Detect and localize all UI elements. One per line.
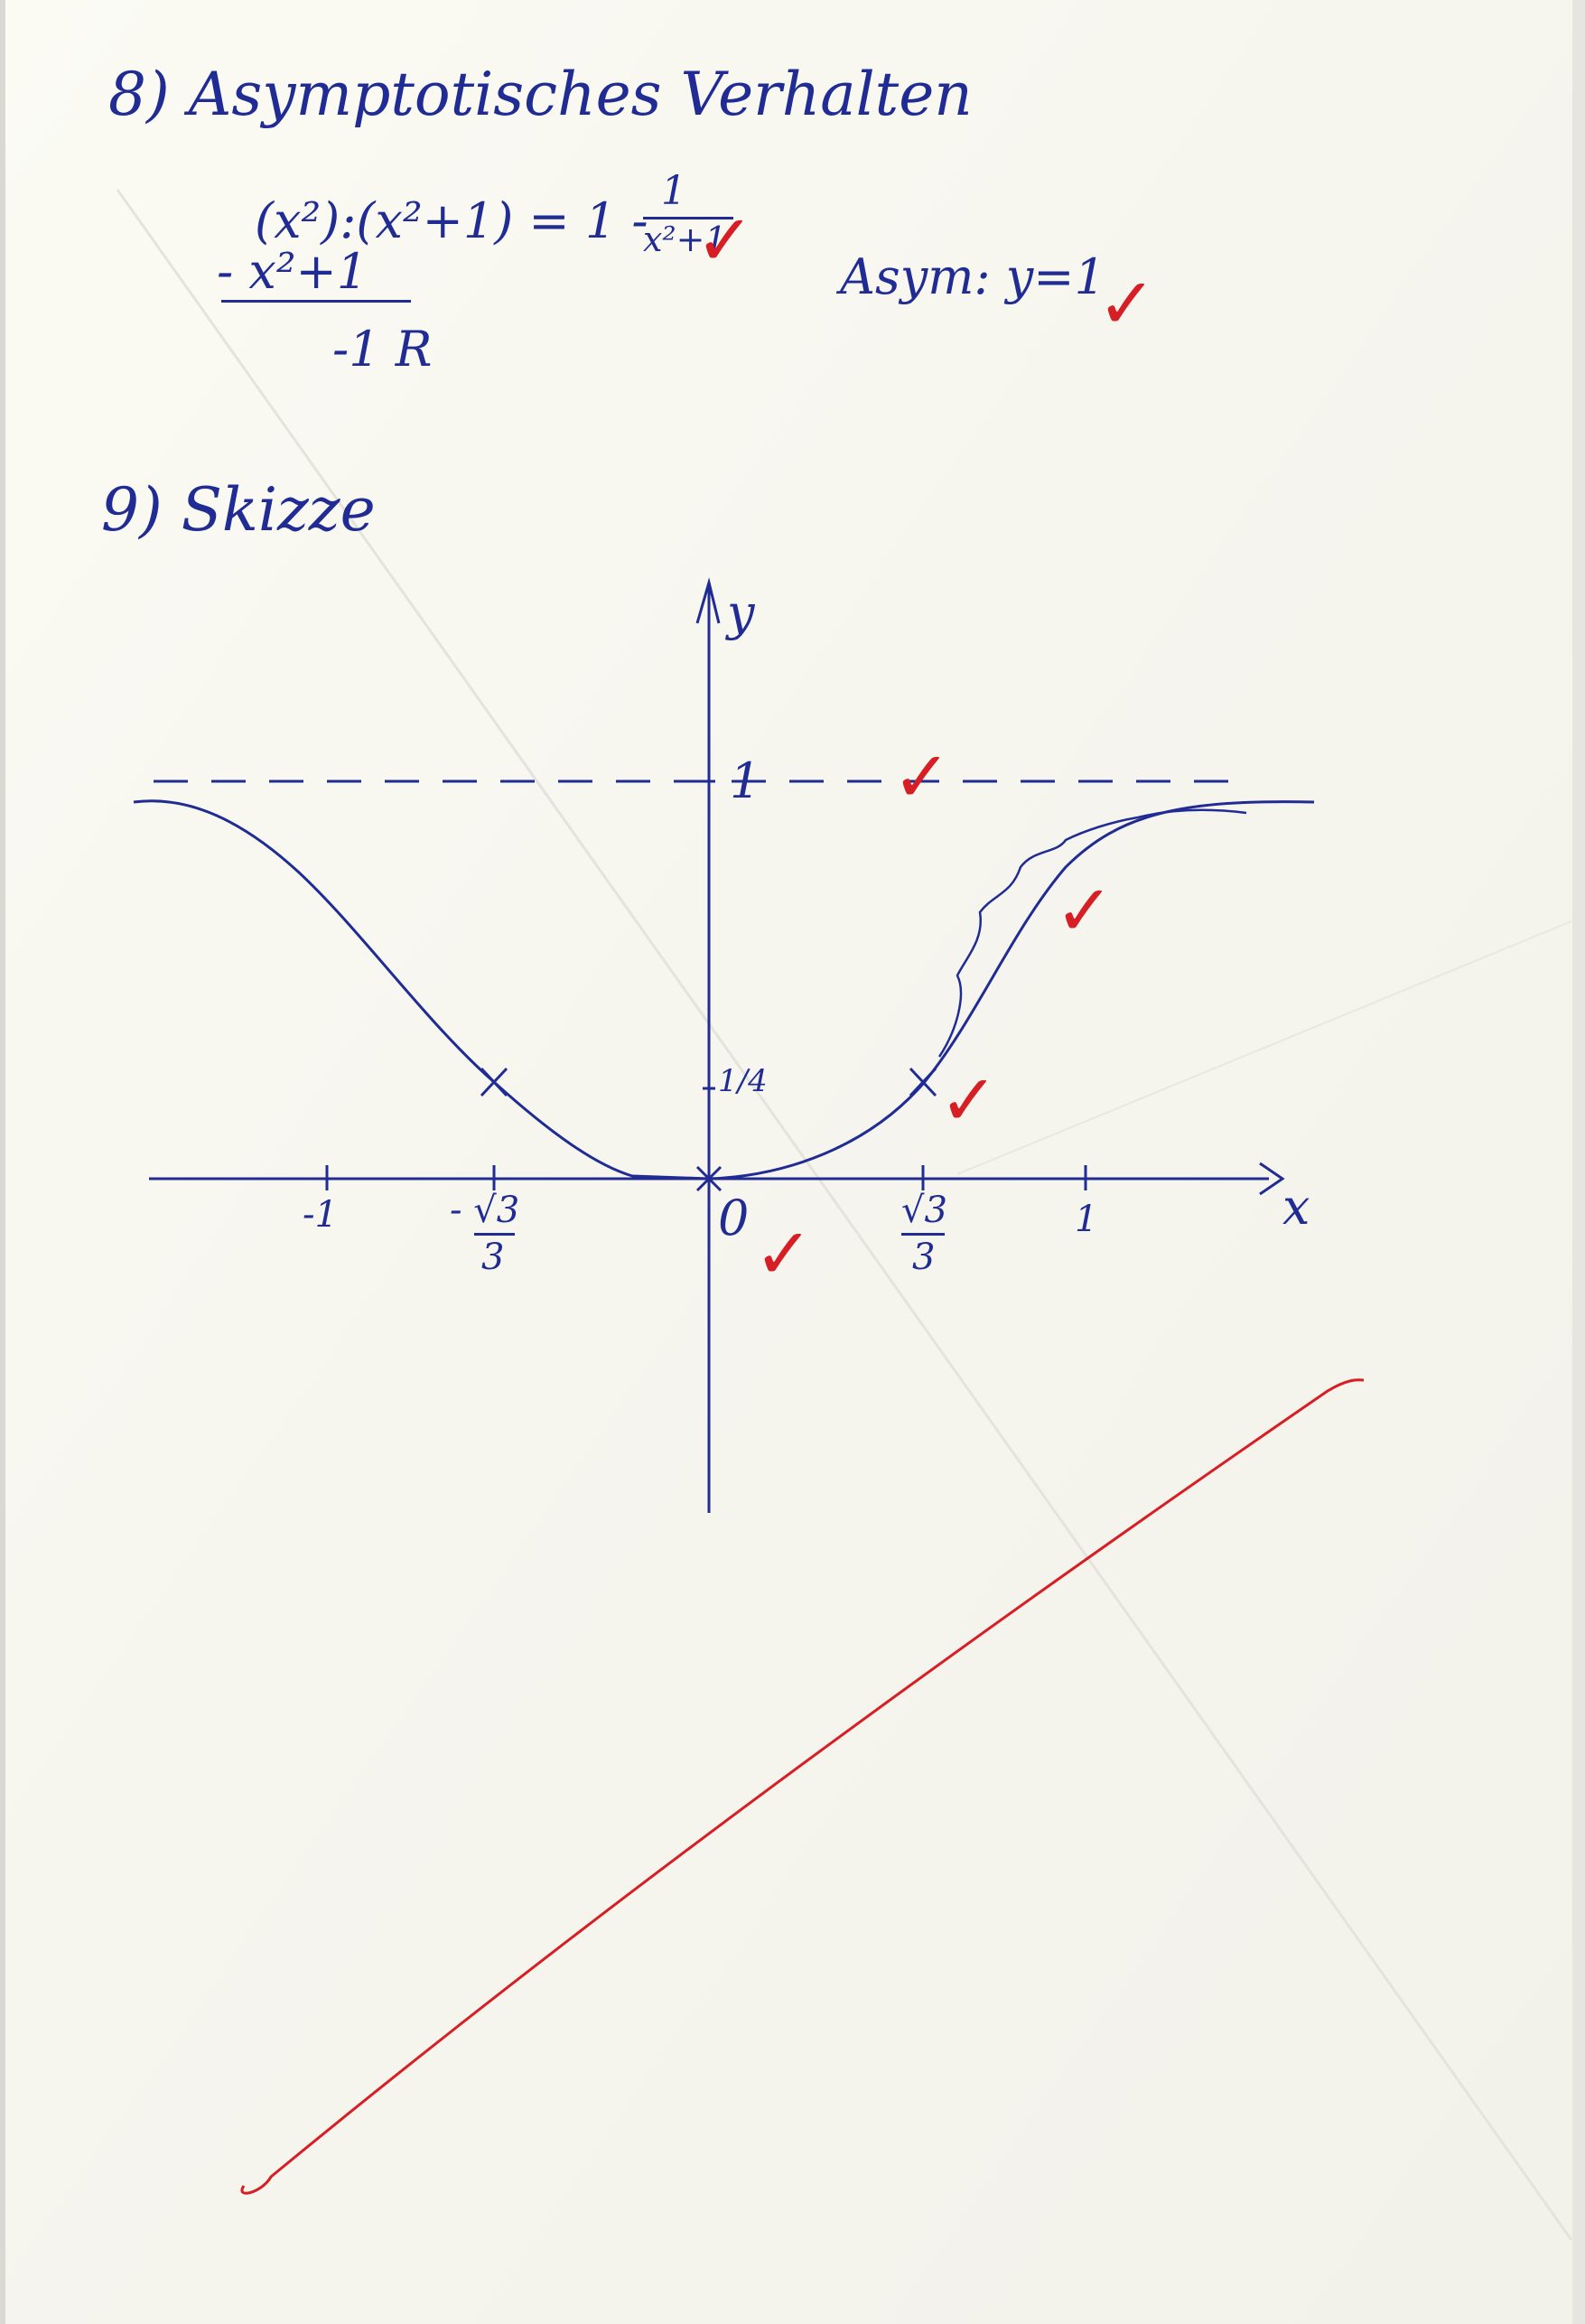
x-tick-label-negsqrt3-den: 3 bbox=[481, 1237, 505, 1278]
polynomial-division-line: (x²):(x²+1) = 1 - bbox=[255, 192, 648, 249]
section8-heading: 8) Asymptotisches Verhalten bbox=[108, 60, 973, 129]
subtract-line: - x²+1 bbox=[217, 243, 368, 300]
y-axis-label: y bbox=[727, 584, 755, 641]
check-mark-asymptote: ✓ bbox=[1097, 264, 1157, 345]
remainder-line: -1 R bbox=[332, 321, 433, 378]
curve-scribble bbox=[937, 808, 1247, 1058]
x-axis-arrow bbox=[1259, 1162, 1285, 1196]
asymptote-value-label: 1 bbox=[730, 752, 761, 809]
red-strike-line bbox=[240, 1378, 1365, 2195]
y-axis-arrow bbox=[695, 577, 721, 624]
origin-label: 0 bbox=[718, 1190, 750, 1246]
division-underline bbox=[221, 300, 411, 303]
section9-heading: 9) Skizze bbox=[101, 475, 376, 545]
asymptote-note: Asym: y=1 bbox=[840, 248, 1105, 305]
result-fraction-bar bbox=[643, 217, 733, 219]
check-mark-asymptote-line: ✓ bbox=[892, 737, 952, 818]
y-tick-label-quarter: 1/4 bbox=[718, 1063, 768, 1099]
x-tick-label-pos1: 1 bbox=[1075, 1199, 1098, 1240]
result-denominator: x²+1 bbox=[643, 219, 727, 259]
check-mark-division: ✓ bbox=[695, 201, 755, 282]
x-tick-label-sqrt3-den: 3 bbox=[912, 1237, 936, 1278]
x-tick-negsqrt3-bar bbox=[474, 1233, 515, 1236]
x-tick-label-sqrt3-num: √3 bbox=[901, 1190, 947, 1231]
point-mark-sqrt3-3 bbox=[909, 1067, 937, 1097]
point-mark-negsqrt3-3 bbox=[480, 1067, 508, 1097]
x-tick-label-neg1: -1 bbox=[303, 1194, 338, 1236]
result-numerator: 1 bbox=[661, 168, 686, 214]
x-tick-sqrt3-bar bbox=[901, 1233, 945, 1236]
function-curve bbox=[133, 799, 1315, 1181]
check-mark-inflection: ✓ bbox=[939, 1060, 999, 1142]
check-mark-curve: ✓ bbox=[1055, 871, 1114, 952]
x-tick-label-negsqrt3-num: - √3 bbox=[450, 1190, 520, 1231]
check-mark-origin: ✓ bbox=[754, 1214, 814, 1295]
x-axis-label: x bbox=[1282, 1179, 1310, 1236]
point-mark-origin bbox=[695, 1165, 723, 1192]
